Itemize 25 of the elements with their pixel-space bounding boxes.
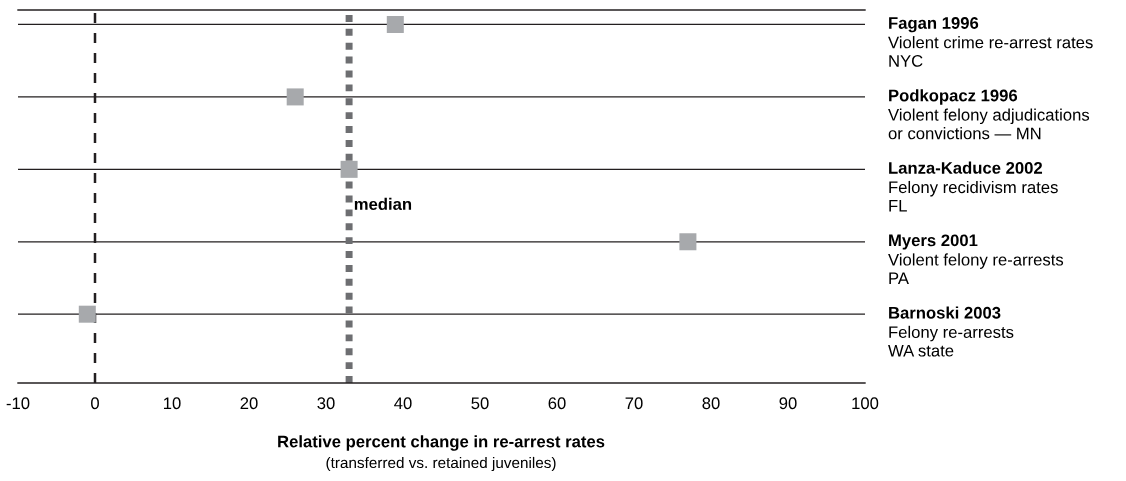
- x-tick-label: 80: [702, 397, 720, 410]
- point: [679, 233, 697, 251]
- y-tick-label: Lanza-Kaduce 2002 Felony recidivism rates FL: [889, 161, 1058, 212]
- text: (transferred vs. retained juveniles): [326, 456, 556, 472]
- x-tick-label: 90: [779, 397, 797, 410]
- x-tick-label: -10: [6, 397, 30, 410]
- x-tick-label: 0: [91, 397, 99, 410]
- x-axis-title: Relative percent change in re-arrest rates: [278, 435, 605, 451]
- x-tick-label: 60: [548, 397, 566, 410]
- x-tick-label: 30: [317, 397, 335, 410]
- y-tick-label: Fagan 1996 Violent crime re-arrest rates NYC: [888, 17, 1093, 67]
- point: [386, 15, 404, 33]
- point: [340, 160, 358, 178]
- x-tick-label: 100: [852, 397, 879, 410]
- y-tick-label: Barnoski 2003 Felony re-arrests WA state: [888, 306, 1014, 357]
- x-tick-label: 50: [471, 397, 489, 410]
- ref-line-label: median: [354, 197, 412, 211]
- point: [78, 305, 96, 323]
- y-tick-label: Myers 2001 Violent felony re-arrests PA: [888, 234, 1064, 284]
- x-tick-label: 40: [394, 397, 412, 410]
- y-tick-label: Podkopacz 1996 Violent felony adjudications or convictions — MN: [888, 89, 1090, 140]
- x-tick-label: 10: [164, 397, 181, 410]
- x-tick-label: 70: [625, 397, 643, 410]
- point: [286, 88, 304, 106]
- x-tick-label: 20: [240, 397, 258, 410]
